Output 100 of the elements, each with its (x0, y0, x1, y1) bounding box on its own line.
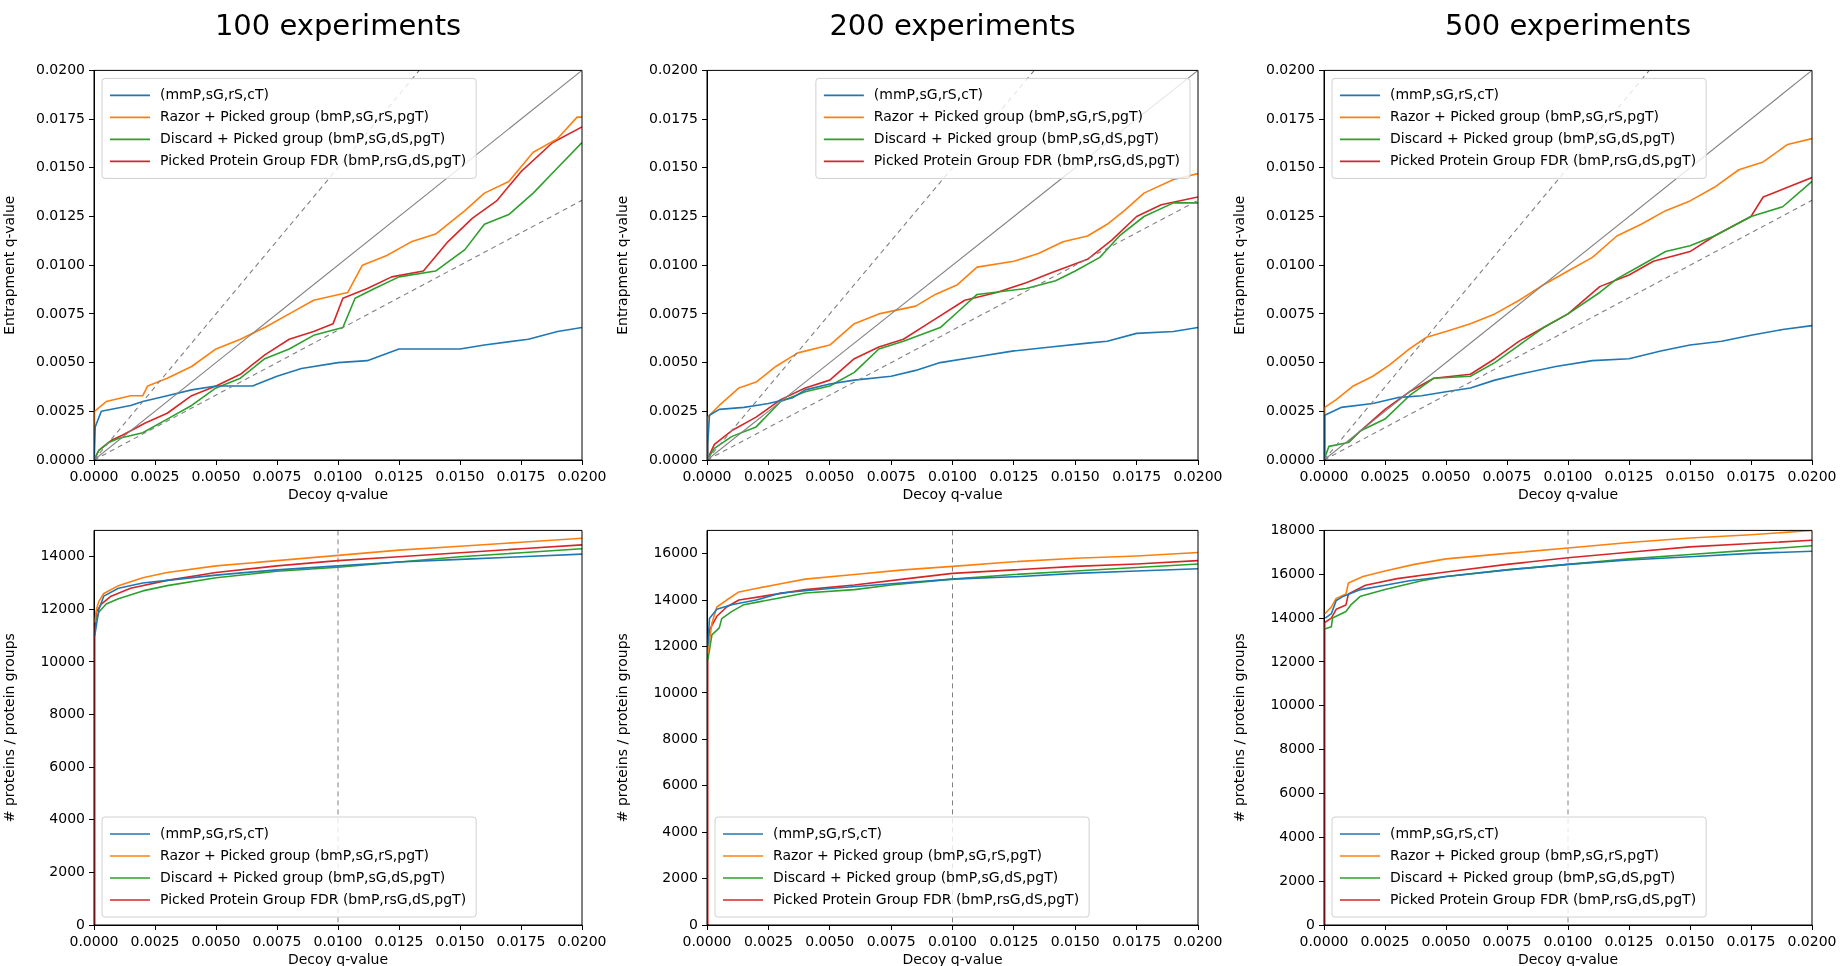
x-axis-title: Decoy q-value (902, 486, 1003, 503)
y-tick-label: 8000 (49, 705, 85, 722)
y-tick-label: 4000 (662, 822, 698, 839)
y-tick-label: 0 (689, 915, 698, 932)
y-tick-label: 14000 (40, 547, 85, 564)
x-tick-label: 0.0125 (374, 468, 424, 485)
x-tick-label: 0.0175 (1112, 933, 1162, 950)
legend-label: Razor + Picked group (bmP,sG,rS,pgT) (873, 108, 1143, 125)
chart-title: 100 experiments (213, 8, 463, 42)
y-axis-title: Entrapment q-value (1231, 195, 1248, 335)
x-tick-label: 0.0025 (130, 933, 180, 950)
x-tick-label: 0.0000 (69, 933, 119, 950)
legend-label: Picked Protein Group FDR (bmP,rsG,dS,pgT) (160, 890, 467, 907)
legend-label: Picked Protein Group FDR (bmP,rsG,dS,pgT) (873, 152, 1181, 169)
y-tick-label: 10000 (653, 683, 698, 700)
legend-label: Picked Protein Group FDR (bmP,rsG,dS,pgT) (160, 152, 467, 169)
y-tick-label: 16000 (653, 544, 698, 561)
y-tick-label: 6000 (49, 757, 85, 774)
x-tick-label: 0.0150 (1665, 468, 1715, 485)
x-tick-label: 0.0175 (496, 933, 546, 950)
x-tick-label: 0.0000 (1299, 468, 1349, 485)
y-tick-label: 0.0025 (36, 401, 85, 418)
y-tick-label: 0.0150 (36, 158, 85, 175)
y-tick-label: 0.0200 (1266, 61, 1315, 78)
x-tick-label: 0.0150 (435, 933, 485, 950)
y-tick-label: 10000 (40, 652, 85, 669)
y-tick-label: 10000 (1270, 696, 1315, 713)
x-axis-title: Decoy q-value (287, 486, 389, 503)
y-tick-label: 0.0050 (1266, 353, 1315, 370)
legend-label: Razor + Picked group (bmP,sG,rS,pgT) (773, 846, 1043, 863)
y-tick-label: 0.0200 (649, 61, 698, 78)
y-tick-label: 4000 (1279, 827, 1315, 844)
x-tick-label: 0.0100 (928, 933, 977, 950)
x-tick-label: 0.0050 (805, 933, 855, 950)
legend-label: (mmP,sG,rS,cT) (160, 86, 270, 103)
y-tick-label: 0 (76, 915, 85, 932)
legend-label: (mmP,sG,rS,cT) (160, 824, 270, 841)
x-tick-label: 0.0150 (1050, 933, 1100, 950)
x-tick-label: 0.0025 (1360, 933, 1410, 950)
x-tick-label: 0.0050 (191, 468, 241, 485)
x-tick-label: 0.0125 (989, 468, 1039, 485)
y-tick-label: 2000 (662, 869, 698, 886)
x-tick-label: 0.0075 (1482, 468, 1532, 485)
legend-label: Discard + Picked group (bmP,sG,dS,pgT) (160, 130, 446, 147)
legend-label: Razor + Picked group (bmP,sG,rS,pgT) (1390, 108, 1660, 125)
x-tick-label: 0.0075 (866, 933, 916, 950)
y-axis-title: # proteins / protein groups (614, 633, 631, 823)
legend-label: (mmP,sG,rS,cT) (1390, 86, 1500, 103)
legend-label: (mmP,sG,rS,cT) (1390, 824, 1500, 841)
x-tick-label: 0.0150 (435, 468, 485, 485)
y-tick-label: 0.0025 (649, 401, 698, 418)
y-tick-label: 0.0000 (649, 450, 698, 467)
x-tick-label: 0.0175 (1726, 933, 1776, 950)
y-tick-label: 8000 (1279, 740, 1315, 757)
x-tick-label: 0.0050 (191, 933, 241, 950)
y-tick-label: 0 (1306, 915, 1315, 932)
y-tick-label: 0.0125 (1266, 207, 1315, 224)
y-tick-label: 0.0200 (36, 61, 85, 78)
legend-label: Discard + Picked group (bmP,sG,dS,pgT) (1390, 868, 1676, 885)
chart-title: 500 experiments (1443, 8, 1693, 42)
y-tick-label: 0.0175 (649, 109, 698, 126)
x-tick-label: 0.0200 (1173, 933, 1223, 950)
legend-label: Razor + Picked group (bmP,sG,rS,pgT) (1390, 846, 1660, 863)
x-tick-label: 0.0025 (130, 468, 180, 485)
x-tick-label: 0.0050 (805, 468, 855, 485)
y-tick-label: 0.0000 (36, 450, 85, 467)
y-tick-label: 12000 (1270, 652, 1315, 669)
y-tick-label: 8000 (662, 729, 698, 746)
x-tick-label: 0.0150 (1050, 468, 1100, 485)
x-tick-label: 0.0150 (1665, 933, 1715, 950)
x-tick-label: 0.0075 (1482, 933, 1532, 950)
legend-label: Razor + Picked group (bmP,sG,rS,pgT) (160, 846, 430, 863)
y-tick-label: 18000 (1270, 521, 1315, 538)
y-tick-label: 0.0000 (1266, 450, 1315, 467)
y-axis-title: Entrapment q-value (1, 195, 18, 335)
x-tick-label: 0.0000 (682, 933, 732, 950)
x-tick-label: 0.0100 (1543, 933, 1593, 950)
x-tick-label: 0.0000 (1299, 933, 1349, 950)
y-tick-label: 0.0075 (649, 304, 698, 321)
y-tick-label: 0.0175 (36, 109, 85, 126)
x-tick-label: 0.0025 (743, 468, 793, 485)
y-tick-label: 0.0050 (36, 353, 85, 370)
y-tick-label: 2000 (1279, 871, 1315, 888)
y-tick-label: 0.0100 (649, 255, 698, 272)
y-tick-label: 0.0150 (649, 158, 698, 175)
x-tick-label: 0.0100 (1543, 468, 1593, 485)
y-tick-label: 14000 (653, 590, 698, 607)
x-tick-label: 0.0200 (1173, 468, 1223, 485)
x-tick-label: 0.0175 (1112, 468, 1162, 485)
y-tick-label: 6000 (1279, 784, 1315, 801)
x-tick-label: 0.0000 (69, 468, 119, 485)
x-tick-label: 0.0075 (252, 933, 302, 950)
legend-label: Discard + Picked group (bmP,sG,dS,pgT) (773, 868, 1059, 885)
y-tick-label: 0.0100 (36, 255, 85, 272)
y-tick-label: 0.0075 (36, 304, 85, 321)
y-tick-label: 0.0050 (649, 353, 698, 370)
legend-label: Picked Protein Group FDR (bmP,rsG,dS,pgT) (1390, 152, 1697, 169)
x-tick-label: 0.0000 (682, 468, 732, 485)
x-tick-label: 0.0200 (557, 933, 607, 950)
legend-label: Razor + Picked group (bmP,sG,rS,pgT) (160, 108, 430, 125)
